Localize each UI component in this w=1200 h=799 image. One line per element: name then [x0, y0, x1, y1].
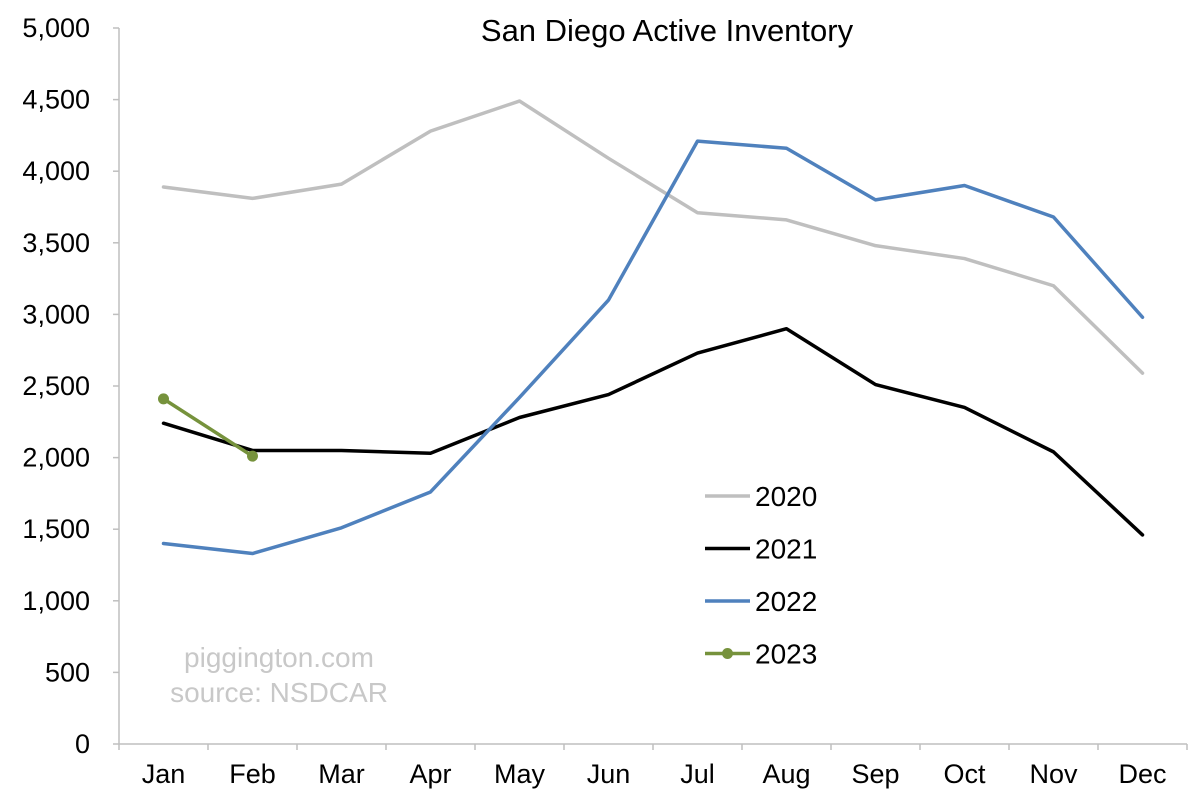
y-tick-label: 500 [45, 657, 90, 687]
chart-title: San Diego Active Inventory [481, 13, 854, 48]
legend-label-2023: 2023 [755, 639, 817, 670]
legend-label-2021: 2021 [755, 534, 817, 565]
y-tick-label: 2,000 [22, 443, 90, 473]
x-tick-label: Feb [229, 759, 276, 789]
series-line-2022 [161, 139, 1145, 556]
x-tick-label: Dec [1118, 759, 1166, 789]
x-tick-label: Jan [142, 759, 186, 789]
x-tick-label: Jul [680, 759, 715, 789]
x-tick-label: Mar [318, 759, 365, 789]
axes: 0 500 1,000 1,500 2,000 2,500 3,000 3,500 4,000 4… [22, 13, 1188, 789]
x-tick-label: Apr [409, 759, 451, 789]
x-tick-label: Aug [762, 759, 810, 789]
y-tick-label: 0 [75, 729, 90, 759]
legend-label-2022: 2022 [755, 586, 817, 617]
watermark-source: source: NSDCAR [170, 677, 388, 708]
y-tick-label: 4,500 [22, 85, 90, 115]
y-tick-label: 5,000 [22, 13, 90, 43]
y-tick-label: 3,500 [22, 228, 90, 258]
data-point-2023 [158, 393, 169, 405]
x-tick-label: May [494, 759, 546, 789]
y-tick-label: 4,000 [22, 156, 90, 186]
series-line-2023 [161, 397, 255, 458]
series-line-2020 [161, 99, 1145, 375]
data-point-2023 [247, 450, 258, 462]
legend-label-2020: 2020 [755, 481, 817, 512]
x-tick-label: Jun [587, 759, 631, 789]
legend-marker-2023 [722, 648, 733, 659]
y-tick-label: 1,000 [22, 586, 90, 616]
watermark-annotations: piggington.com source: NSDCAR [170, 642, 388, 708]
y-tick-label: 2,500 [22, 371, 90, 401]
series-lines [158, 99, 1145, 556]
x-tick-label: Sep [851, 759, 899, 789]
y-tick-label: 1,500 [22, 514, 90, 544]
y-tick-label: 3,000 [22, 299, 90, 329]
series-line-2021 [161, 326, 1145, 537]
watermark-site: piggington.com [184, 642, 374, 673]
x-tick-label: Nov [1029, 759, 1078, 789]
legend: 2020 2021 2022 2023 [705, 481, 817, 670]
x-tick-label: Oct [943, 759, 986, 789]
